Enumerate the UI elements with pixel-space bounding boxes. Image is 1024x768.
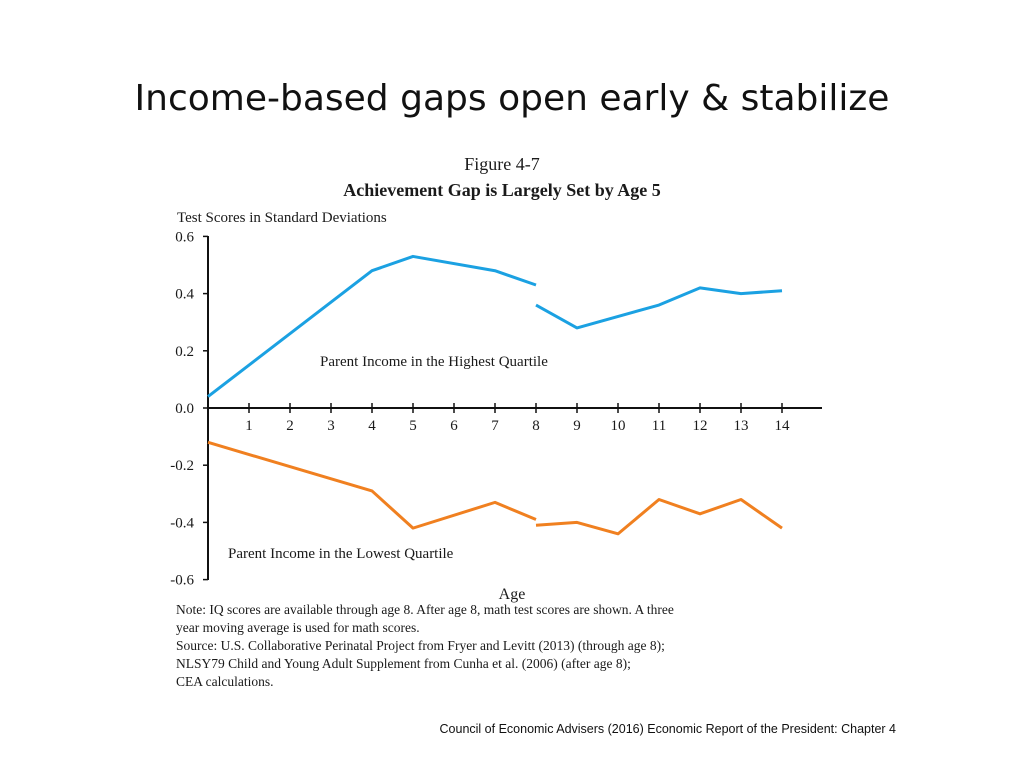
x-tick-label: 8 (532, 418, 540, 434)
slide-citation: Council of Economic Advisers (2016) Econ… (439, 722, 896, 736)
source-line: CEA calculations. (176, 674, 274, 689)
y-tick-label: 0.0 (175, 401, 194, 417)
x-tick-label: 3 (327, 418, 335, 434)
x-tick-label: 1 (245, 418, 253, 434)
x-tick-label: 10 (611, 418, 626, 434)
note-line: year moving average is used for math sco… (176, 620, 420, 635)
x-tick-label: 5 (409, 418, 417, 434)
figure-label: Figure 4-7 (464, 154, 540, 174)
x-tick-label: 4 (368, 418, 376, 434)
x-tick-label: 11 (652, 418, 666, 434)
x-axis-label: Age (499, 586, 526, 603)
y-tick-label: -0.6 (170, 573, 194, 589)
y-tick-label: 0.6 (175, 229, 194, 245)
y-tick-label: -0.2 (170, 458, 194, 474)
series-line-lowest-quartile-segment-2 (535, 498, 783, 536)
y-tick-label: -0.4 (170, 515, 194, 531)
slide-title: Income-based gaps open early & stabilize (134, 78, 890, 119)
source-line: Source: U.S. Collaborative Perinatal Pro… (176, 638, 665, 653)
x-tick-label: 7 (491, 418, 499, 434)
x-tick-label: 12 (693, 418, 708, 434)
y-axis-label: Test Scores in Standard Deviations (177, 210, 387, 226)
figure-notes: Note: IQ scores are available through ag… (176, 601, 796, 691)
series-label-highest-quartile: Parent Income in the Highest Quartile (320, 354, 548, 370)
x-tick-label: 6 (450, 418, 458, 434)
series-line-highest-quartile-segment-1 (207, 254, 537, 398)
y-tick-label: 0.2 (175, 344, 194, 360)
series-label-lowest-quartile: Parent Income in the Lowest Quartile (228, 546, 454, 562)
chart-title: Achievement Gap is Largely Set by Age 5 (343, 180, 661, 200)
x-tick-label: 14 (775, 418, 791, 434)
series-line-highest-quartile-segment-2 (535, 286, 783, 330)
x-tick-label: 13 (734, 418, 749, 434)
y-tick-label: 0.4 (175, 287, 194, 303)
x-tick-label: 9 (573, 418, 581, 434)
series-line-lowest-quartile-segment-1 (207, 440, 537, 530)
source-line: NLSY79 Child and Young Adult Supplement … (176, 656, 631, 671)
note-line: Note: IQ scores are available through ag… (176, 602, 674, 617)
x-tick-label: 2 (286, 418, 294, 434)
